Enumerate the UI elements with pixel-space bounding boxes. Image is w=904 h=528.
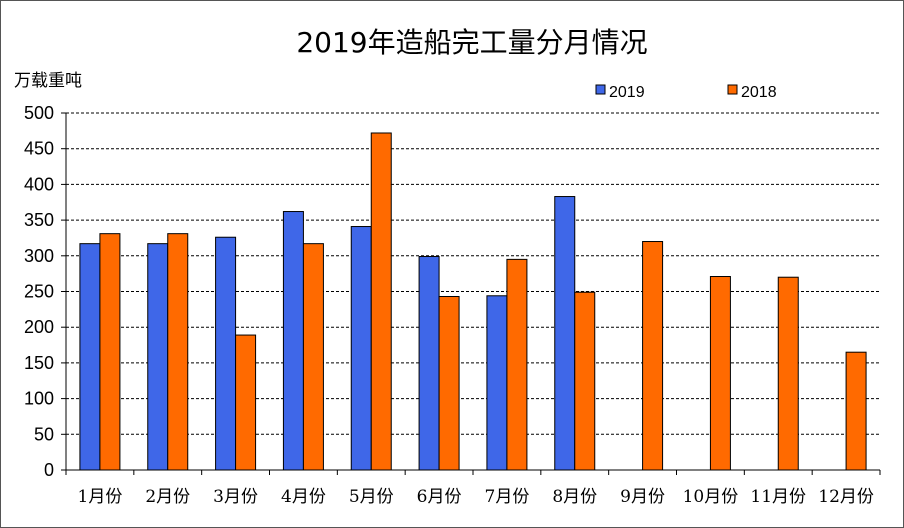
tick-labels: 0 50 100 150 200 250 300 350 400 450 500 1月份 2月份 3月份 4… (24, 103, 874, 507)
x-tick-label: 8月份 (552, 487, 597, 507)
bar-2018-4 (302, 243, 324, 471)
gridlines (66, 112, 880, 435)
bar-2018-1 (99, 233, 121, 471)
bar-2018-3 (235, 334, 257, 471)
bar-2018-9 (642, 241, 664, 471)
legend-swatch-2019 (595, 84, 606, 95)
bar-2019-6 (418, 256, 440, 471)
bar-2018-5 (370, 132, 392, 471)
x-tick-label: 3月份 (213, 487, 258, 507)
x-tick-label: 4月份 (281, 487, 326, 507)
bar-2018-2 (167, 233, 189, 471)
x-tick-label: 7月份 (485, 487, 530, 507)
x-tick-label: 2月份 (145, 487, 190, 507)
legend-label-2018: 2018 (741, 84, 777, 101)
legend-label-2019: 2019 (609, 84, 645, 101)
y-tick-label: 150 (24, 353, 54, 373)
y-tick-label: 0 (44, 460, 54, 480)
y-tick-label: 250 (24, 282, 54, 302)
x-tick-label: 10月份 (683, 487, 739, 507)
bar-2018-12 (845, 351, 867, 471)
y-tick-label: 500 (24, 103, 54, 123)
bar-2018-10 (709, 276, 731, 471)
x-tick-label: 11月份 (750, 487, 806, 507)
bar-2019-8 (554, 196, 576, 471)
y-tick-label: 300 (24, 246, 54, 266)
x-tick-label: 12月份 (818, 487, 874, 507)
bar-2019-2 (147, 243, 169, 471)
bar-2019-3 (215, 236, 237, 471)
y-axis-unit-label: 万载重吨 (14, 71, 82, 91)
legend-swatch-2018 (727, 84, 738, 95)
x-tick-label: 5月份 (349, 487, 394, 507)
bar-2019-5 (350, 226, 372, 471)
y-tick-label: 350 (24, 210, 54, 230)
bar-2018-7 (506, 258, 528, 471)
bar-2019-7 (486, 295, 508, 471)
y-tick-label: 50 (34, 424, 54, 444)
bar-2018-11 (777, 276, 799, 471)
bar-2019-4 (282, 211, 304, 471)
bar-2019-1 (79, 243, 101, 471)
bars (79, 132, 867, 471)
y-tick-label: 450 (24, 139, 54, 159)
y-tick-label: 400 (24, 174, 54, 194)
x-tick-label: 6月份 (417, 487, 462, 507)
bar-2018-8 (574, 291, 596, 471)
x-tick-label: 1月份 (78, 487, 123, 507)
legend: 2019 2018 (595, 84, 777, 101)
chart-title: 2019年造船完工量分月情况 (296, 26, 647, 59)
y-tick-label: 200 (24, 317, 54, 337)
y-tick-label: 100 (24, 389, 54, 409)
x-tick-label: 9月份 (620, 487, 665, 507)
axes (61, 112, 881, 475)
bar-2018-6 (438, 295, 460, 471)
